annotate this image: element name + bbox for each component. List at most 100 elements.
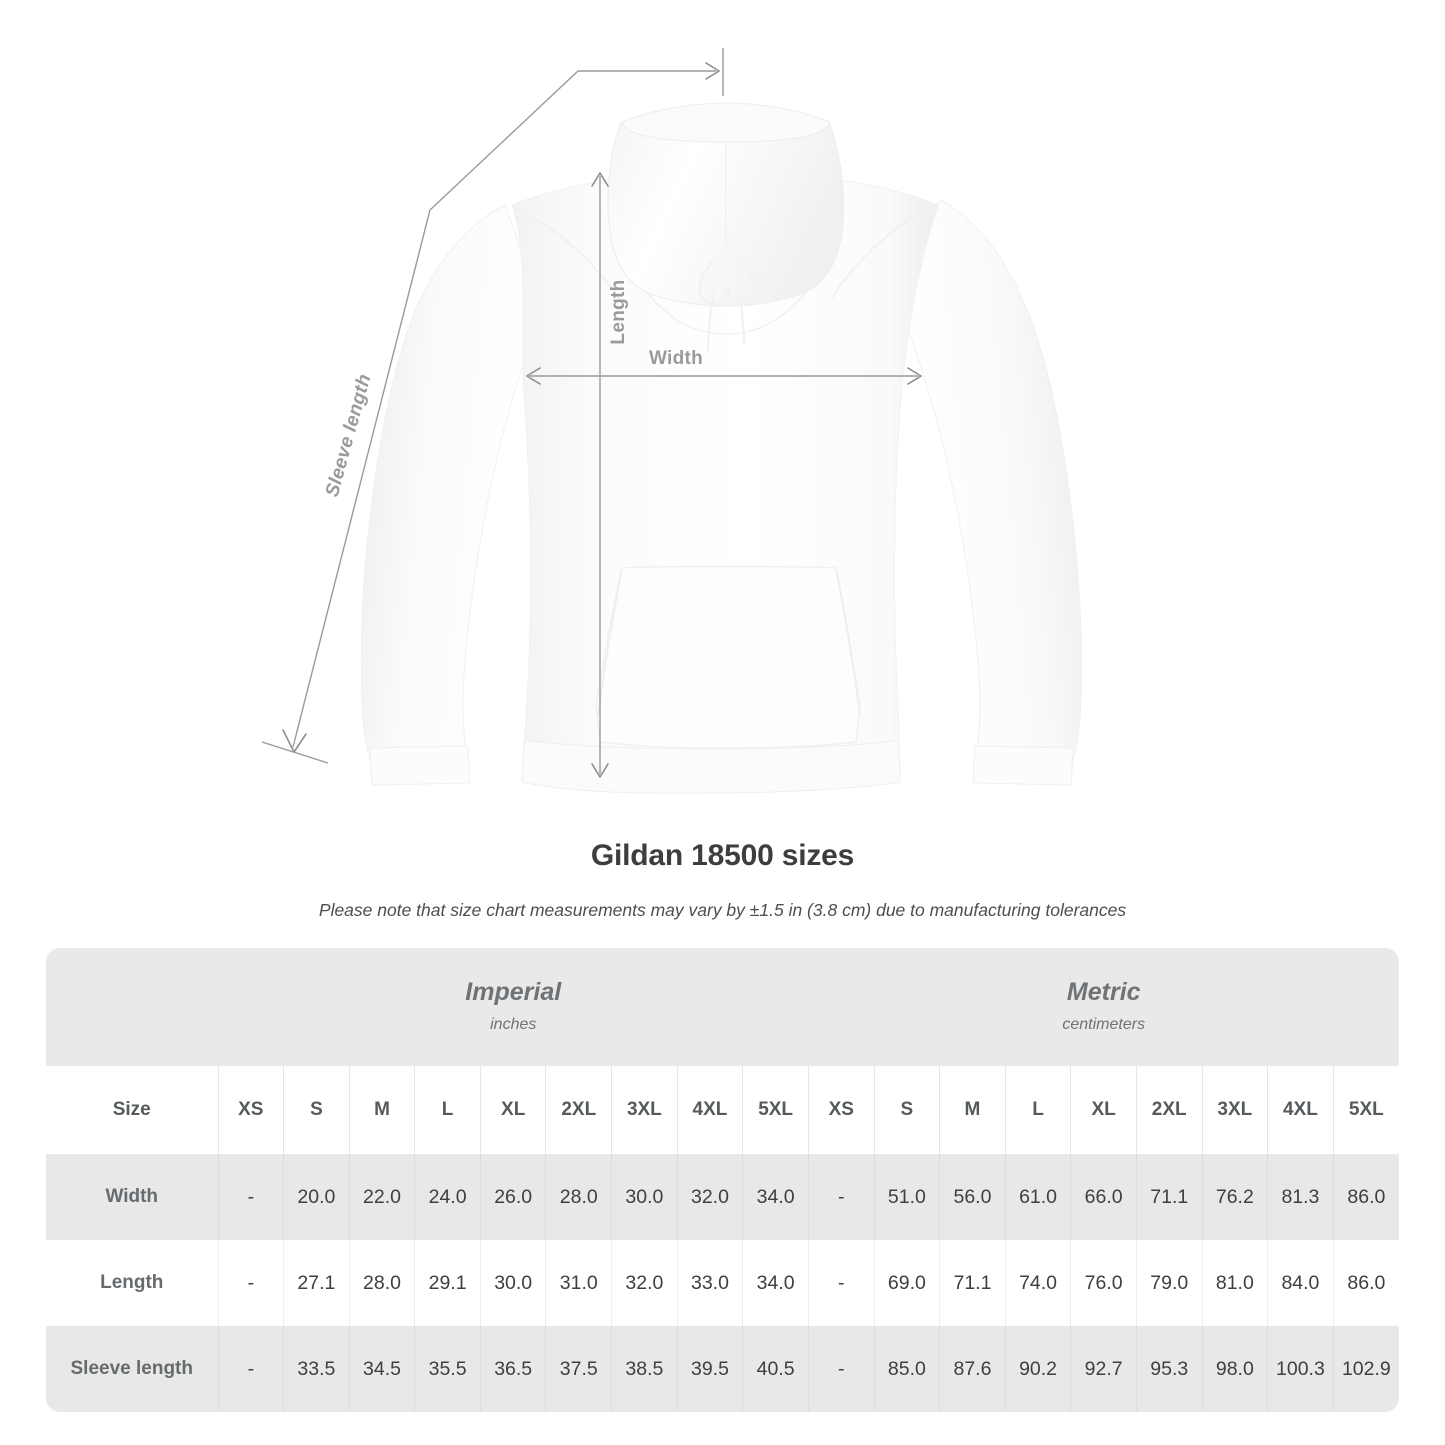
width-arrow-right — [907, 367, 922, 385]
unit-name-imperial: Imperial — [465, 978, 562, 1006]
cell-width-metric-xs: - — [807, 1154, 875, 1240]
header-imperial-5xl: 5XL — [742, 1066, 809, 1154]
header-metric-s: S — [873, 1066, 940, 1154]
cell-sleeve-metric-2xl: 95.3 — [1135, 1326, 1203, 1412]
cell-sleeve-metric-4xl: 100.3 — [1267, 1326, 1334, 1412]
cell-sleeve-metric-3xl: 98.0 — [1201, 1326, 1268, 1412]
cell-length-imperial-4xl: 33.0 — [676, 1240, 743, 1326]
cell-width-metric-m: 56.0 — [939, 1154, 1006, 1240]
header-imperial-s: S — [283, 1066, 350, 1154]
cell-width-imperial-m: 22.0 — [348, 1154, 415, 1240]
sleeve-arrow-top — [705, 62, 720, 80]
row-label-length: Length — [46, 1240, 219, 1326]
right-cuff — [972, 745, 1074, 786]
cell-sleeve-imperial-2xl: 37.5 — [545, 1326, 612, 1412]
cell-sleeve-imperial-xs: - — [217, 1326, 284, 1412]
cell-sleeve-metric-xl: 92.7 — [1070, 1326, 1137, 1412]
header-imperial-4xl: 4XL — [676, 1066, 743, 1154]
unit-sub-metric: centimeters — [1062, 1016, 1146, 1033]
header-imperial-2xl: 2XL — [545, 1066, 612, 1154]
header-metric-xs: XS — [807, 1066, 875, 1154]
cell-width-metric-s: 51.0 — [873, 1154, 940, 1240]
cell-sleeve-imperial-s: 33.5 — [283, 1326, 350, 1412]
cell-length-metric-3xl: 81.0 — [1201, 1240, 1268, 1326]
cell-length-metric-5xl: 86.0 — [1332, 1240, 1399, 1326]
cell-length-metric-l: 74.0 — [1004, 1240, 1071, 1326]
size-chart-table-wrap: Imperial inches Metric centimeters Size … — [46, 948, 1399, 1412]
cell-sleeve-imperial-4xl: 39.5 — [676, 1326, 743, 1412]
table-row: Width - 20.0 22.0 24.0 26.0 28.0 30.0 32… — [46, 1154, 1399, 1240]
cell-length-metric-2xl: 79.0 — [1135, 1240, 1203, 1326]
length-arrow-bottom — [591, 763, 609, 778]
sleeve-bottom-tick — [261, 741, 329, 764]
cell-width-imperial-xl: 26.0 — [479, 1154, 546, 1240]
header-size-label: Size — [46, 1066, 219, 1154]
cell-length-imperial-3xl: 32.0 — [611, 1240, 678, 1326]
cell-width-metric-4xl: 81.3 — [1267, 1154, 1334, 1240]
unit-banner-row: Imperial inches Metric centimeters — [46, 948, 1399, 1066]
cell-length-imperial-5xl: 34.0 — [742, 1240, 809, 1326]
cell-length-imperial-2xl: 31.0 — [545, 1240, 612, 1326]
left-sleeve — [360, 204, 543, 784]
cell-width-imperial-5xl: 34.0 — [742, 1154, 809, 1240]
unit-cell-imperial: Imperial inches — [218, 948, 809, 1066]
header-metric-m: M — [939, 1066, 1006, 1154]
kangaroo-pocket — [595, 565, 861, 749]
width-label: Width — [649, 348, 703, 369]
unit-name-metric: Metric — [1066, 978, 1141, 1006]
cell-width-metric-xl: 66.0 — [1070, 1154, 1137, 1240]
table-row: Sleeve length - 33.5 34.5 35.5 36.5 37.5… — [46, 1326, 1399, 1412]
cell-width-metric-5xl: 86.0 — [1332, 1154, 1399, 1240]
cell-length-metric-xs: - — [807, 1240, 875, 1326]
drawstring-right — [725, 260, 757, 304]
cell-sleeve-imperial-5xl: 40.5 — [742, 1326, 809, 1412]
cell-sleeve-imperial-m: 34.5 — [348, 1326, 415, 1412]
bottom-hem — [521, 739, 901, 794]
cell-length-metric-4xl: 84.0 — [1267, 1240, 1334, 1326]
size-chart-table: Imperial inches Metric centimeters Size … — [46, 948, 1399, 1412]
header-metric-4xl: 4XL — [1267, 1066, 1334, 1154]
header-metric-3xl: 3XL — [1201, 1066, 1268, 1154]
cell-length-imperial-xs: - — [217, 1240, 284, 1326]
cell-width-imperial-l: 24.0 — [414, 1154, 481, 1240]
sleeve-length-label: Sleeve length — [322, 372, 376, 499]
table-row: Length - 27.1 28.0 29.1 30.0 31.0 32.0 3… — [46, 1240, 1399, 1326]
left-cuff — [369, 745, 471, 786]
unit-cell-metric: Metric centimeters — [808, 948, 1399, 1066]
cell-sleeve-metric-m: 87.6 — [939, 1326, 1006, 1412]
header-metric-2xl: 2XL — [1135, 1066, 1203, 1154]
cell-sleeve-imperial-l: 35.5 — [414, 1326, 481, 1412]
cell-width-imperial-xs: - — [217, 1154, 284, 1240]
right-shoulder-seam — [831, 202, 939, 299]
header-imperial-xs: XS — [217, 1066, 284, 1154]
cell-sleeve-imperial-xl: 36.5 — [479, 1326, 546, 1412]
width-arrow-left — [526, 367, 541, 385]
header-imperial-m: M — [348, 1066, 415, 1154]
cell-length-metric-m: 71.1 — [939, 1240, 1006, 1326]
banner-spacer — [46, 948, 219, 1066]
cell-length-imperial-m: 28.0 — [348, 1240, 415, 1326]
hoodie-graphic — [360, 102, 1083, 794]
row-label-width: Width — [46, 1154, 219, 1240]
size-header-row: Size XS S M L XL 2XL 3XL 4XL 5XL XS S M … — [46, 1066, 1399, 1154]
header-imperial-l: L — [414, 1066, 481, 1154]
cell-width-metric-3xl: 76.2 — [1201, 1154, 1268, 1240]
cell-width-imperial-s: 20.0 — [283, 1154, 350, 1240]
length-label: Length — [608, 279, 629, 344]
cell-sleeve-metric-l: 90.2 — [1004, 1326, 1071, 1412]
cell-width-metric-l: 61.0 — [1004, 1154, 1071, 1240]
header-metric-xl: XL — [1070, 1066, 1137, 1154]
cell-width-imperial-3xl: 30.0 — [611, 1154, 678, 1240]
row-label-sleeve-length: Sleeve length — [46, 1326, 219, 1412]
neck-opening — [645, 291, 807, 335]
garment-illustration: Length Width Sleeve length — [261, 48, 1083, 794]
cell-length-metric-s: 69.0 — [873, 1240, 940, 1326]
header-imperial-3xl: 3XL — [611, 1066, 678, 1154]
hood-lining — [621, 102, 831, 143]
left-shoulder-seam — [511, 205, 621, 301]
header-imperial-xl: XL — [479, 1066, 546, 1154]
cell-length-imperial-l: 29.1 — [414, 1240, 481, 1326]
cell-sleeve-metric-s: 85.0 — [873, 1326, 940, 1412]
cell-width-imperial-2xl: 28.0 — [545, 1154, 612, 1240]
cell-width-imperial-4xl: 32.0 — [676, 1154, 743, 1240]
